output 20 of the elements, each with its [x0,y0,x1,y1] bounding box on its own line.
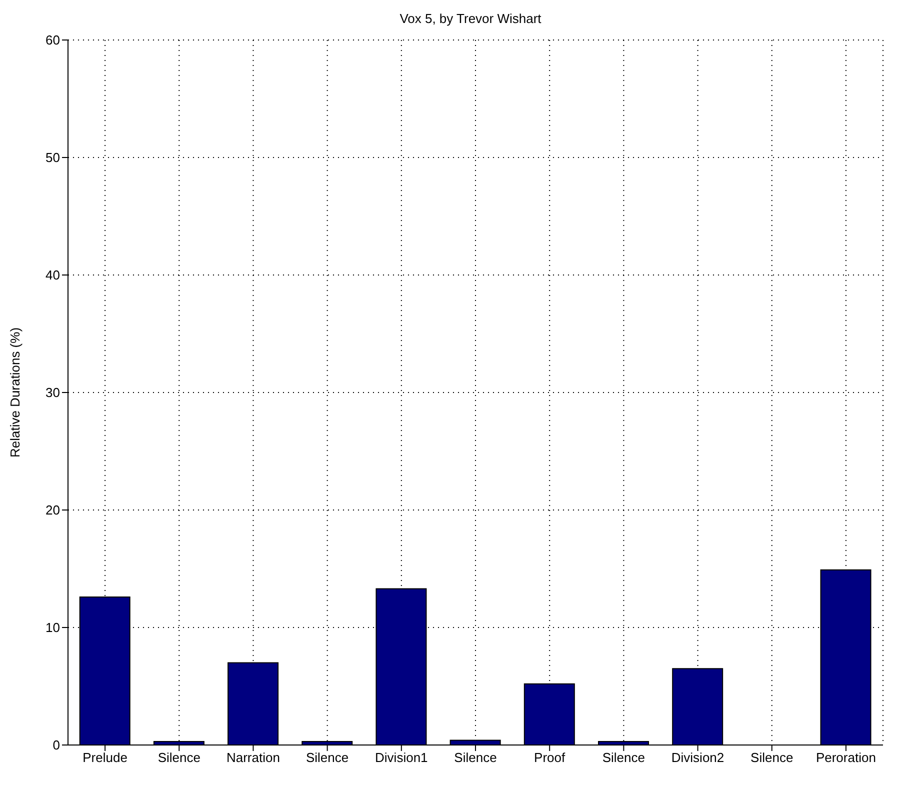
x-tick-label: Silence [454,750,497,766]
x-tick-label: Narration [226,750,280,766]
y-tick-label: 50 [46,150,60,166]
x-tick-label: Peroration [816,750,876,766]
x-tick-label: Division2 [671,750,724,766]
chart-title: Vox 5, by Trevor Wishart [398,10,542,28]
x-tick-label: Silence [602,750,645,766]
y-tick-label: 20 [46,502,60,518]
x-tick-label: Silence [158,750,200,766]
y-tick-label: 60 [46,32,60,48]
y-tick-label: 10 [46,620,60,636]
y-tick-label: 30 [46,385,60,400]
y-axis-title: Relative Durations (%) [8,327,23,458]
y-tick-label: 0 [52,738,60,753]
y-tick-label: 40 [46,268,60,283]
x-tick-label: Silence [750,750,794,766]
x-tick-label: Division1 [375,750,428,766]
x-tick-label: Silence [306,750,349,766]
x-tick-label: Proof [534,750,566,766]
x-tick-label: Prelude [82,750,128,766]
